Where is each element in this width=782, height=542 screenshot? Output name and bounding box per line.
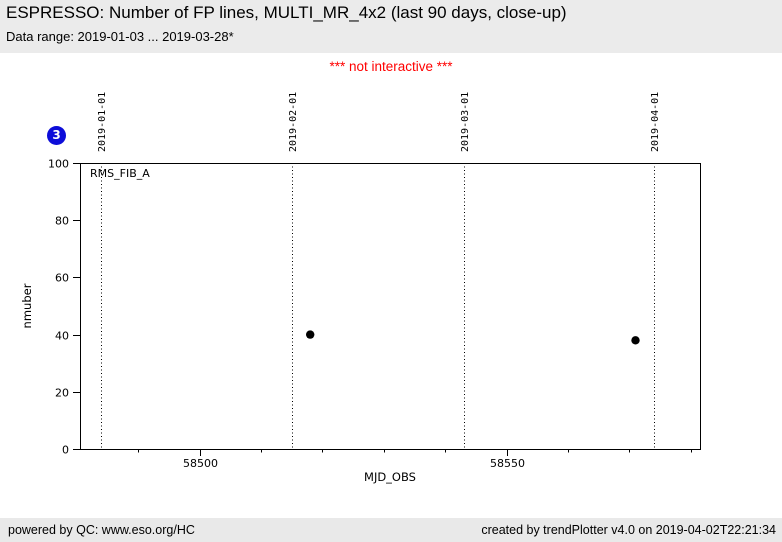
header: ESPRESSO: Number of FP lines, MULTI_MR_4… — [0, 0, 782, 53]
y-tick-label: 100 — [48, 158, 69, 171]
chart-svg: 2019-01-01 2019-02-01 2019-03-01 2019-04-01… — [20, 92, 701, 484]
page-title: ESPRESSO: Number of FP lines, MULTI_MR_4… — [6, 3, 567, 22]
data-point — [306, 330, 315, 339]
chart: 2019-01-01 2019-02-01 2019-03-01 2019-04-01… — [0, 85, 782, 515]
data-range-subtitle: Data range: 2019-01-03 ... 2019-03-28* — [6, 29, 234, 44]
x-axis-label: MJD_OBS — [364, 470, 416, 484]
footer: powered by QC: www.eso.org/HC created by… — [0, 518, 782, 542]
point-count-badge[interactable]: 3 — [47, 126, 66, 145]
footer-powered-by: powered by QC: www.eso.org/HC — [8, 523, 195, 537]
y-tick-label: 80 — [55, 215, 69, 228]
month-gridline-label: 2019-03-01 — [460, 92, 471, 152]
series-label: RMS_FIB_A — [90, 167, 150, 180]
y-tick-label: 20 — [55, 387, 69, 400]
footer-created-by: created by trendPlotter v4.0 on 2019-04-… — [481, 523, 776, 537]
y-axis-label: nmuber — [20, 283, 34, 328]
y-tick-label: 60 — [55, 272, 69, 285]
not-interactive-notice: *** not interactive *** — [329, 59, 453, 74]
month-gridline-label: 2019-02-01 — [288, 92, 299, 152]
month-gridline-label: 2019-01-01 — [97, 92, 108, 152]
plot-frame — [80, 163, 701, 450]
y-tick-label: 40 — [55, 330, 69, 343]
month-gridline-label: 2019-04-01 — [650, 92, 661, 152]
data-point — [631, 336, 640, 345]
x-tick-label: 58550 — [490, 457, 525, 470]
y-tick-label: 0 — [62, 444, 69, 457]
x-tick-label: 58500 — [183, 457, 218, 470]
